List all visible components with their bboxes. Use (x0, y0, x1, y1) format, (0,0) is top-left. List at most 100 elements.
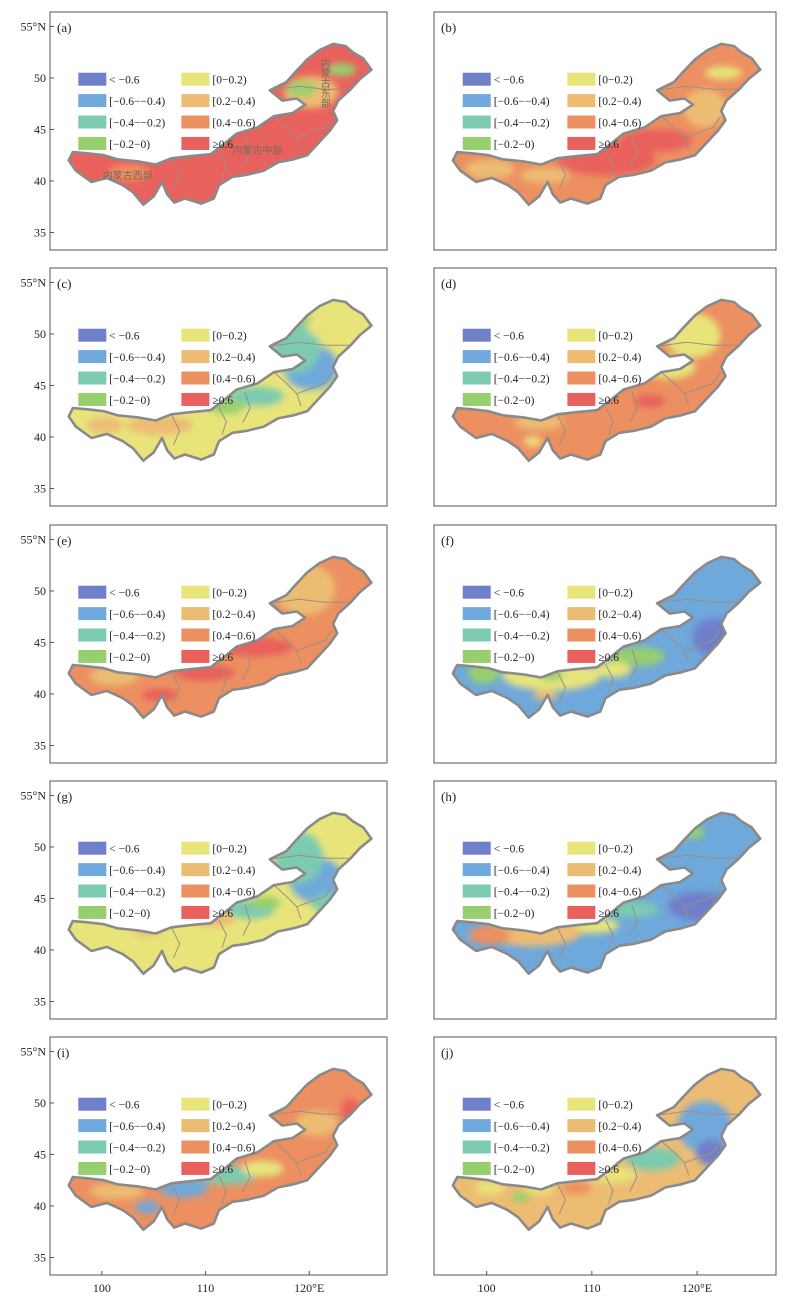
league-boundary (629, 391, 638, 423)
value-zone (468, 925, 512, 945)
lat-tick-label: 55°N (21, 1044, 47, 1058)
league-boundary (296, 116, 333, 139)
lat-tick-label: 40 (34, 430, 46, 444)
panel-label: (h) (441, 789, 456, 804)
legend-swatch (78, 72, 107, 86)
league-boundary (242, 391, 251, 423)
lon-tick-label: 120°E (682, 1281, 712, 1295)
lat-tick-label: 35 (34, 994, 46, 1008)
legend-swatch (462, 863, 491, 877)
region-name-label: 内蒙古中部 (232, 144, 282, 157)
legend-label: [−0.4−−0.2) (494, 374, 550, 386)
legend-label: [−0.2−0) (494, 652, 535, 664)
value-zone (126, 415, 193, 435)
legend-label: < −0.6 (109, 844, 139, 856)
legend-swatch (181, 1140, 210, 1154)
legend-swatch (181, 607, 210, 621)
region-outline (67, 42, 373, 206)
value-zone (241, 1160, 284, 1177)
legend-label: < −0.6 (494, 844, 524, 856)
lat-tick-label: 55°N (21, 788, 47, 802)
league-boundary (605, 1175, 614, 1205)
legend-label: [0.2−0.4) (212, 1121, 255, 1133)
legend-label: [0.4−0.6) (212, 1143, 255, 1155)
league-boundary (242, 1160, 251, 1192)
league-boundary (296, 1141, 333, 1164)
lat-tick-label: 45 (34, 635, 46, 649)
legend-swatch (567, 585, 596, 599)
league-boundary (556, 671, 567, 703)
legend-label: [0.2−0.4) (212, 865, 255, 877)
league-boundary (629, 135, 638, 167)
lat-tick-label: 35 (34, 481, 46, 495)
league-boundary (657, 598, 740, 604)
legend-label: [−0.4−−0.2) (109, 1143, 165, 1155)
legend-label: [0−0.2) (212, 75, 246, 87)
league-boundary (218, 1175, 227, 1205)
league-boundary (273, 371, 302, 407)
league-boundary (660, 371, 690, 407)
value-zone (634, 394, 665, 408)
legend-swatch (567, 115, 596, 129)
league-boundary (269, 1110, 351, 1116)
legend-swatch (462, 72, 491, 86)
lat-tick-label: 50 (34, 584, 46, 598)
legend-swatch (462, 884, 491, 898)
legend-swatch (567, 136, 596, 150)
value-zone (532, 690, 558, 700)
legend-label: [0.2−0.4) (598, 609, 641, 621)
league-boundary (170, 1183, 181, 1215)
legend-swatch (78, 392, 107, 406)
value-zone (89, 1183, 145, 1200)
league-boundary (218, 406, 227, 436)
league-boundary (657, 341, 740, 347)
league-boundary (657, 1110, 740, 1116)
legend-label: ≥0.6 (212, 908, 233, 920)
legend-swatch (78, 350, 107, 364)
legend-label: ≥0.6 (598, 139, 619, 151)
lat-tick-label: 50 (34, 71, 46, 85)
league-boundary (657, 85, 740, 91)
league-boundary (296, 629, 333, 652)
map-panel: (d) < −0.6 [−0.6−−0.4) [−0.4−−0.2) [−0.2−0) [… (433, 267, 777, 507)
legend-swatch (462, 392, 491, 406)
legend-swatch (181, 115, 210, 129)
legend-swatch (181, 1097, 210, 1111)
panel-label: (d) (441, 276, 456, 291)
legend-swatch (181, 72, 210, 86)
legend-label: [0.4−0.6) (212, 631, 255, 643)
legend-swatch (181, 350, 210, 364)
legend-swatch (567, 1119, 596, 1133)
legend-label: [−0.4−−0.2) (109, 374, 165, 386)
legend-label: [0.4−0.6) (212, 374, 255, 386)
legend-swatch (567, 1140, 596, 1154)
lon-tick-label: 110 (197, 1281, 215, 1295)
map-panel: (g) 55°N 50 45 40 35 < −0.6 [−0.6−−0.4) [−0.4−−0… (21, 780, 388, 1020)
legend-label: < −0.6 (109, 331, 139, 343)
league-boundary (170, 927, 181, 959)
legend-swatch (462, 328, 491, 342)
legend-swatch (462, 1161, 491, 1175)
legend-swatch (78, 1119, 107, 1133)
legend-swatch (78, 841, 107, 855)
league-boundary (242, 135, 251, 167)
value-zone (250, 896, 281, 910)
region-fill (452, 43, 761, 205)
legend-swatch (567, 905, 596, 919)
value-zone (594, 661, 632, 678)
legend-swatch (567, 392, 596, 406)
legend-swatch (462, 628, 491, 642)
legend-swatch (462, 350, 491, 364)
legend-label: [−0.2−0) (109, 1164, 150, 1176)
lat-tick-label: 40 (34, 943, 46, 957)
legend-label: [−0.6−−0.4) (109, 96, 165, 108)
value-zone (229, 386, 284, 407)
legend-swatch (181, 628, 210, 642)
legend-label: [−0.6−−0.4) (109, 609, 165, 621)
panel-label: (c) (57, 276, 71, 291)
legend-label: [−0.2−0) (494, 139, 535, 151)
panel-label: (j) (441, 1045, 453, 1060)
legend-label: [0−0.2) (598, 75, 632, 87)
legend-swatch (181, 649, 210, 663)
league-boundary (660, 1140, 690, 1176)
